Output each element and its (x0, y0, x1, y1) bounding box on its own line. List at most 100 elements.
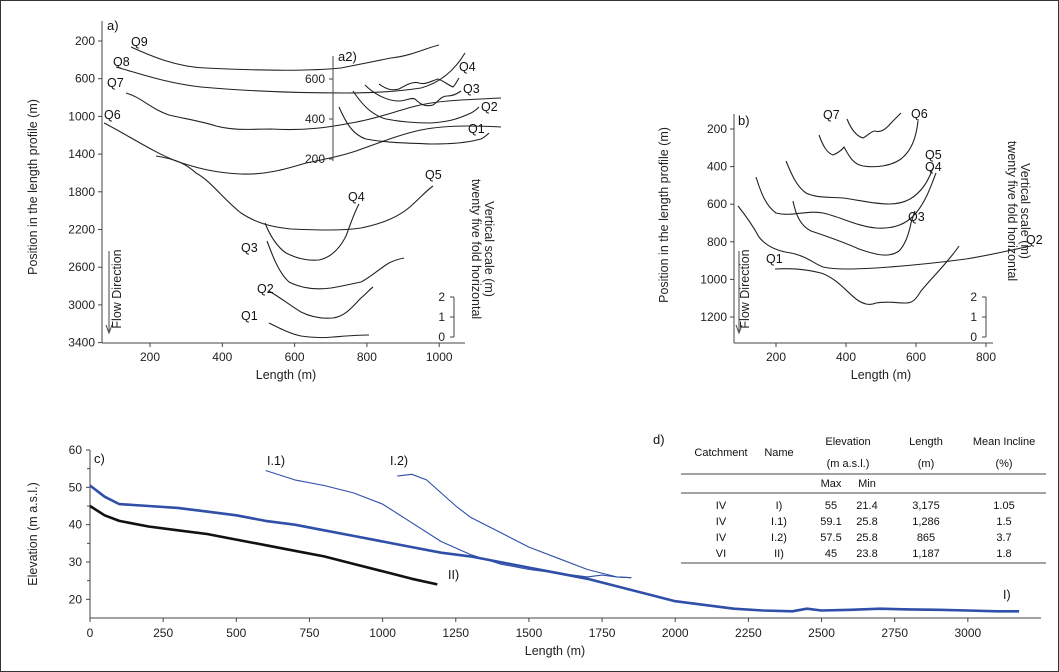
panel-a2-y-tick: 400 (305, 112, 325, 126)
profile-label-a-q4: Q4 (348, 190, 365, 204)
panel-b-label: b) (738, 113, 750, 128)
panel-c-y-tick: 20 (69, 592, 83, 606)
table-cell: II) (774, 548, 784, 560)
profile-a-q3 (266, 240, 405, 290)
series-line-i1 (265, 469, 632, 579)
table-cell: I.2) (771, 532, 787, 544)
table-cell: 1,286 (912, 516, 940, 528)
profile-label-b-q7: Q7 (823, 108, 840, 122)
series-label-ii: II) (448, 568, 459, 582)
table-header-name: Name (764, 447, 793, 459)
profile-a-q6 (103, 122, 502, 175)
profile-label-b-q6: Q6 (911, 107, 928, 121)
profile-a-q2 (268, 286, 374, 319)
panel-c-x-tick: 3000 (954, 626, 981, 640)
series-line-ii (89, 504, 438, 586)
panel-c-x-tick: 2750 (881, 626, 908, 640)
table-header-incline-unit: (%) (995, 458, 1012, 470)
panel-a-y-tick: 1800 (68, 185, 95, 199)
panel-c-label: c) (94, 451, 105, 466)
profile-label-a-q3: Q3 (241, 241, 258, 255)
table-cell: I) (776, 500, 783, 512)
table-cell: 1.8 (996, 548, 1011, 560)
table-cell: IV (716, 500, 727, 512)
profile-a-q9 (130, 44, 440, 71)
series-label-i: I) (1003, 588, 1011, 602)
panel-a-scale-tick: 2 (438, 290, 445, 304)
panel-a-y-tick: 2200 (68, 223, 95, 237)
panel-c-x-tick: 1250 (442, 626, 469, 640)
panel-a2-y-tick: 600 (305, 72, 325, 86)
panel-a2-inset: a2) 600 400 200 Q4 Q3 Q2 Q1 (305, 49, 498, 166)
panel-a2-y-tick: 200 (305, 152, 325, 166)
panel-a-xlabel: Length (m) (256, 368, 316, 382)
panel-c-xlabel: Length (m) (525, 644, 585, 658)
panel-a-label: a) (107, 18, 119, 33)
table-cell: 55 (825, 500, 837, 512)
panel-b-y-tick: 1200 (700, 310, 727, 324)
panel-a-x-tick: 1000 (426, 350, 453, 364)
profile-label-a2-q2: Q2 (481, 100, 498, 114)
profile-b-q6 (818, 120, 919, 168)
panel-c-x-tick: 1500 (516, 626, 543, 640)
panel-a-x-tick: 800 (357, 350, 377, 364)
panel-b-scale-tick: 1 (970, 310, 977, 324)
panel-c-y-ticks: 20 30 40 50 60 (69, 443, 90, 606)
panel-b: b) 200 400 600 800 1000 1200 200 400 600 800 Pos… (657, 107, 1043, 382)
table-cell: 25.8 (856, 516, 877, 528)
table-cell: 1.05 (993, 500, 1014, 512)
profile-label-b-q5: Q5 (925, 148, 942, 162)
profile-label-a2-q3: Q3 (463, 82, 480, 96)
panel-a-y-ticks: 200 600 1000 1400 1800 2200 2600 3000 3400 (68, 34, 102, 350)
panel-a2-label: a2) (338, 49, 357, 64)
panel-b-y-tick: 200 (707, 122, 727, 136)
panel-c-ylabel: Elevation (m a.s.l.) (26, 482, 40, 586)
panel-a-y-tick: 200 (75, 34, 95, 48)
profile-a-q1 (268, 322, 370, 339)
table-cell: VI (716, 548, 726, 560)
panel-c-x-tick: 750 (299, 626, 319, 640)
table-header-incline: Mean Incline (973, 436, 1035, 448)
profile-label-a-q8: Q8 (113, 55, 130, 69)
panel-c-x-tick: 1000 (369, 626, 396, 640)
table-header-length-unit: (m) (918, 458, 935, 470)
panel-a-flow-label: Flow Direction (110, 249, 124, 328)
panel-a-y-tick: 1000 (68, 109, 95, 123)
table-cell: 1,187 (912, 548, 940, 560)
table-cell: 23.8 (856, 548, 877, 560)
panel-a-scale-tick: 0 (438, 330, 445, 344)
series-label-i1: I.1) (267, 454, 285, 468)
panel-a-scale-bar: 2 1 0 (438, 290, 455, 344)
panel-b-ylabel: Position in the length profile (m) (657, 127, 671, 303)
panel-c-x-ticks: 0 250 500 750 1000 1250 1500 1750 2000 2250 2500 27… (87, 618, 982, 640)
panel-b-x-ticks: 200 400 600 800 (766, 343, 996, 364)
table-cell: 865 (917, 532, 935, 544)
profile-b-q1 (774, 245, 960, 305)
table-cell: 59.1 (820, 516, 841, 528)
panel-a-x-tick: 200 (140, 350, 160, 364)
panel-b-x-tick: 600 (906, 350, 926, 364)
panel-c-y-tick: 60 (69, 443, 83, 457)
table-cell: 21.4 (856, 500, 877, 512)
panel-b-right-label-1: Vertical scale (m) (1018, 163, 1032, 259)
panel-b-scale-bar: 2 1 0 (970, 290, 987, 344)
table-header-min: Min (858, 478, 876, 490)
profile-label-a2-q1: Q1 (468, 122, 485, 136)
profile-a-q8 (115, 52, 466, 94)
table-header-elevation-unit: (m a.s.l.) (827, 458, 870, 470)
panel-a-right-label-1: Vertical scale (m) (482, 201, 496, 297)
panel-b-flow-label: Flow Direction (738, 249, 752, 328)
profile-b-q2 (737, 205, 1032, 270)
profile-a2-q1 (338, 106, 490, 145)
table-header-catchment: Catchment (694, 447, 747, 459)
panel-a-flow-arrowhead (105, 324, 113, 335)
panel-c-x-tick: 2500 (808, 626, 835, 640)
profile-label-a2-q4: Q4 (459, 60, 476, 74)
table-row: IV I) 55 21.4 3,175 1.05 (716, 500, 1015, 512)
panel-a-scale-tick: 1 (438, 310, 445, 324)
table-cell: 3,175 (912, 500, 940, 512)
panel-a-y-tick: 3400 (68, 336, 95, 350)
profile-label-a-q9: Q9 (131, 35, 148, 49)
